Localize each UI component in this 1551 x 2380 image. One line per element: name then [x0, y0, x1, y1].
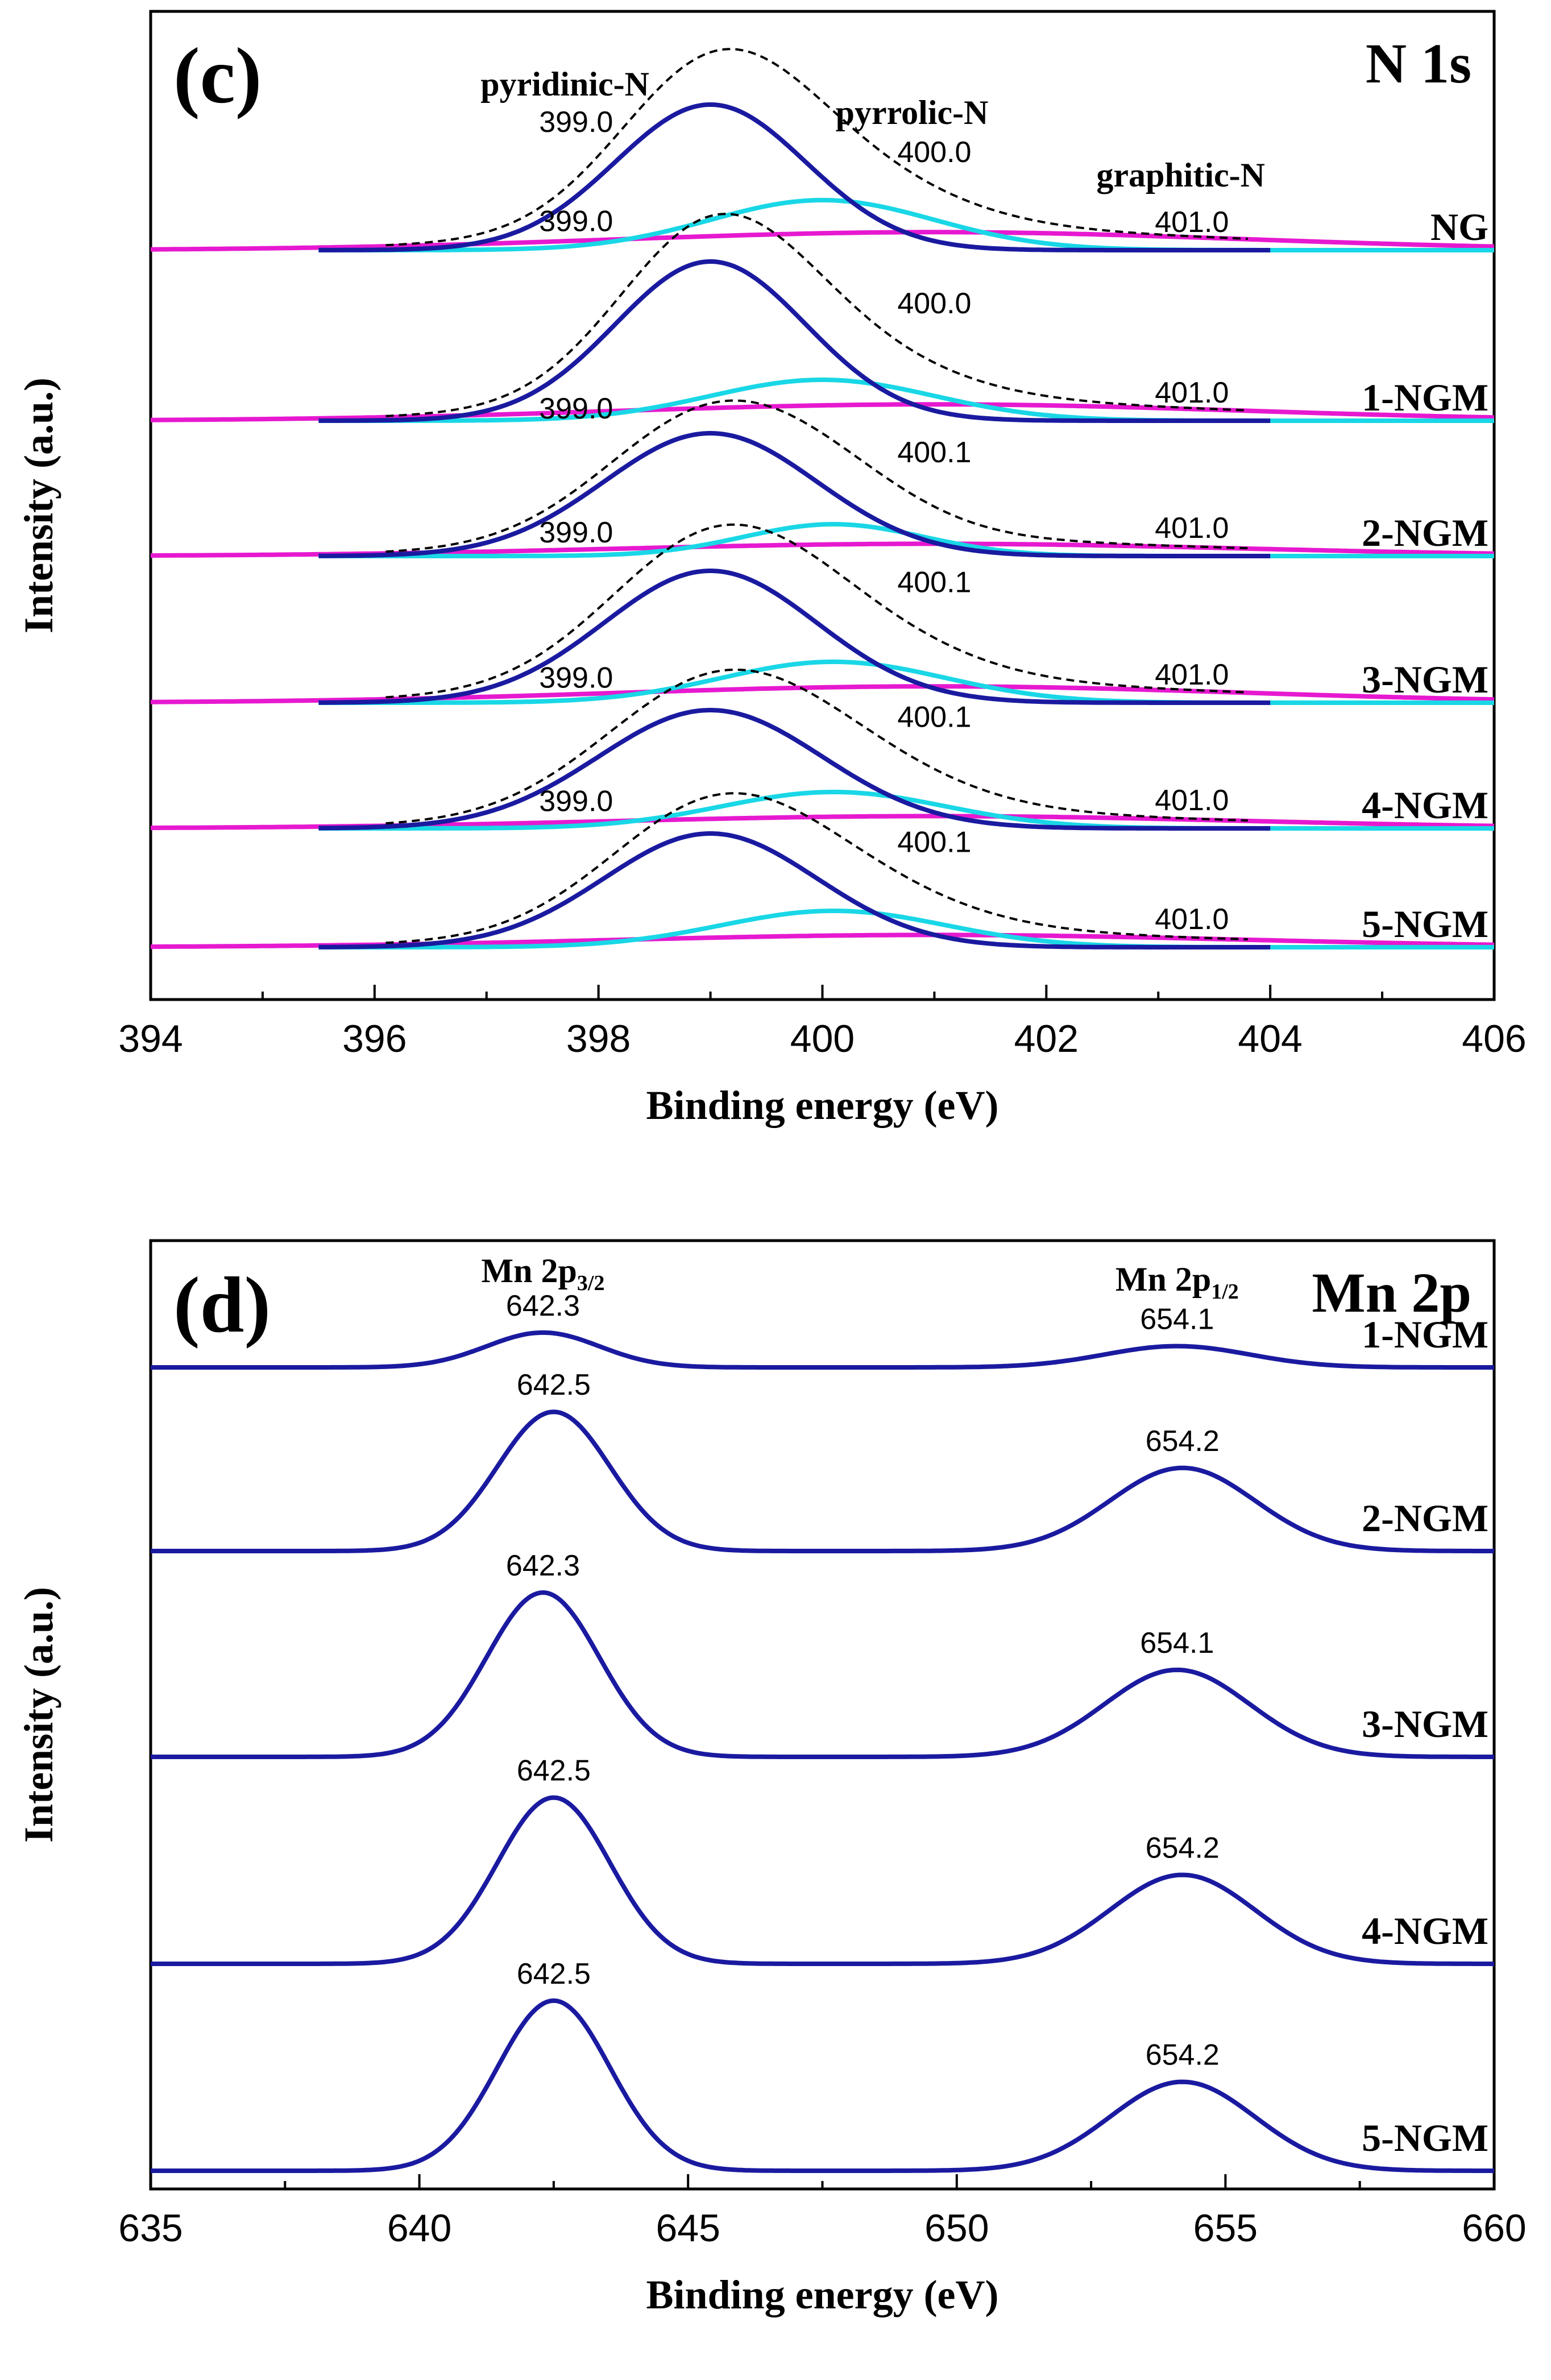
n1s-3-ngm-pyridinic-n-curve: [318, 569, 1271, 705]
n1s-ng-pyrrolic-value: 400.0: [897, 136, 971, 169]
mn2p-sample-label-1-ngm: 1-NGM: [1362, 1313, 1488, 1356]
mn2p-x-tick-label: 645: [656, 2207, 720, 2250]
n1s-x-axis-label: Binding energy (eV): [646, 1083, 999, 1128]
n1s-1-ngm-graphitic-value: 401.0: [1155, 376, 1229, 409]
n1s-sample-label-ng: NG: [1430, 205, 1488, 248]
n1s-3-ngm-graphitic-value: 401.0: [1155, 658, 1229, 691]
n1s-plot-frame: [149, 10, 1496, 1001]
n1s-2-ngm-pyridinic-n-curve: [318, 431, 1271, 558]
n1s-sample-label-2-ngm: 2-NGM: [1362, 511, 1488, 554]
n1s-x-tick-label: 402: [1014, 1017, 1079, 1060]
n1s-5-ngm-pyridinic-value: 399.0: [539, 785, 613, 818]
n1s-x-tick-label: 396: [342, 1017, 407, 1060]
mn2p-y-axis-label: Intensity (a.u.): [16, 1587, 61, 1843]
n1s-ng-graphitic-n-curve: [151, 230, 1495, 252]
mn2p-5-ngm-2p32-value: 642.5: [517, 1958, 591, 1991]
mn2p-5-ngm-spectrum-line: [151, 1998, 1494, 2173]
mn2p-2p32-peak-label: Mn 2p3/2: [482, 1252, 605, 1295]
mn2p-3-ngm-2p32-value: 642.3: [506, 1549, 580, 1582]
n1s-sample-label-4-ngm: 4-NGM: [1362, 783, 1488, 827]
n1s-x-tick-label: 406: [1462, 1017, 1526, 1060]
n1s-pyrrolic-n-label: pyrrolic-N: [836, 94, 989, 131]
n1s-5-ngm-envelope-curve: [385, 792, 1248, 944]
n1s-4-ngm-envelope-curve: [385, 668, 1248, 825]
mn2p-plot-frame: [149, 1239, 1496, 2191]
mn2p-sample-label-5-ngm: 5-NGM: [1362, 2116, 1488, 2159]
mn2p-sample-label-3-ngm: 3-NGM: [1362, 1702, 1488, 1745]
n1s-graphitic-n-label: graphitic-N: [1096, 156, 1265, 194]
n1s-sample-label-3-ngm: 3-NGM: [1362, 658, 1488, 701]
n1s-5-ngm-pyrrolic-n-curve: [318, 909, 1494, 949]
n1s-ng-graphitic-value: 401.0: [1155, 206, 1229, 239]
n1s-x-tick-label: 404: [1238, 1017, 1302, 1060]
n1s-2-ngm-pyrrolic-value: 400.1: [897, 436, 971, 469]
mn2p-2-ngm-2p32-value: 642.5: [517, 1369, 591, 1402]
mn2p-x-tick-label: 650: [924, 2207, 989, 2250]
n1s-ng-pyridinic-value: 399.0: [539, 106, 613, 139]
mn2p-3-ngm-2p12-value: 654.1: [1140, 1627, 1214, 1660]
mn2p-panel-title: Mn 2p: [1312, 1261, 1471, 1324]
mn2p-x-tick-label: 660: [1462, 2207, 1526, 2250]
mn2p-2p12-peak-label: Mn 2p1/2: [1115, 1261, 1239, 1304]
n1s-sample-label-5-ngm: 5-NGM: [1362, 902, 1488, 946]
n1s-y-axis-label: Intensity (a.u.): [16, 378, 61, 633]
n1s-x-tick-label: 398: [566, 1017, 631, 1060]
mn2p-sample-label-2-ngm: 2-NGM: [1362, 1496, 1488, 1540]
mn2p-2-ngm-2p12-value: 654.2: [1146, 1425, 1220, 1458]
n1s-panel-title: N 1s: [1366, 32, 1471, 95]
mn2p-4-ngm-2p32-value: 642.5: [517, 1755, 591, 1788]
mn2p-panel-label: (d): [173, 1261, 271, 1349]
mn2p-x-tick-label: 655: [1193, 2207, 1258, 2250]
n1s-pyridinic-n-label: pyridinic-N: [480, 65, 649, 103]
n1s-ng-envelope-curve: [385, 48, 1248, 247]
n1s-1-ngm-envelope-curve: [385, 213, 1248, 417]
n1s-ng-pyridinic-n-curve: [318, 102, 1271, 252]
mn2p-x-axis-label: Binding energy (eV): [646, 2272, 999, 2317]
n1s-1-ngm-pyridinic-value: 399.0: [539, 205, 613, 238]
panel-c-n1s-chart: 394 396 398 400 402 404 406 Binding energy (eV)…: [16, 10, 1527, 1128]
n1s-1-ngm-graphitic-n-curve: [151, 402, 1495, 422]
n1s-2-ngm-envelope-curve: [385, 399, 1248, 553]
n1s-2-ngm-graphitic-value: 401.0: [1155, 512, 1229, 545]
mn2p-4-ngm-2p12-value: 654.2: [1146, 1832, 1220, 1865]
n1s-x-tick-label: 394: [118, 1017, 183, 1060]
n1s-4-ngm-pyrrolic-n-curve: [318, 790, 1494, 831]
mn2p-x-tick-label: 640: [387, 2207, 451, 2250]
n1s-4-ngm-graphitic-value: 401.0: [1155, 784, 1229, 817]
mn2p-x-tick-label: 635: [118, 2207, 183, 2250]
n1s-x-tick-label: 400: [790, 1017, 855, 1060]
n1s-4-ngm-pyrrolic-value: 400.1: [897, 701, 971, 734]
mn2p-sample-label-4-ngm: 4-NGM: [1362, 1909, 1488, 1952]
n1s-4-ngm-pyridinic-n-curve: [318, 708, 1271, 831]
n1s-panel-label: (c): [173, 32, 262, 120]
n1s-5-ngm-graphitic-value: 401.0: [1155, 903, 1229, 936]
n1s-3-ngm-pyrrolic-value: 400.1: [897, 566, 971, 599]
n1s-ng-pyrrolic-n-curve: [318, 198, 1494, 252]
n1s-2-ngm-pyridinic-value: 399.0: [539, 392, 613, 425]
n1s-5-ngm-pyridinic-n-curve: [318, 831, 1271, 949]
n1s-1-ngm-pyrrolic-value: 400.0: [897, 287, 971, 320]
n1s-5-ngm-pyrrolic-value: 400.1: [897, 826, 971, 859]
n1s-3-ngm-pyridinic-value: 399.0: [539, 516, 613, 549]
mn2p-3-ngm-spectrum-line: [151, 1590, 1494, 1759]
panel-d-mn2p-chart: 635 640 645 650 655 660 Binding energy (eV) Int…: [16, 1239, 1527, 2317]
n1s-3-ngm-graphitic-n-curve: [151, 684, 1495, 704]
mn2p-5-ngm-2p12-value: 654.2: [1146, 2039, 1220, 2072]
mn2p-1-ngm-2p32-value: 642.3: [506, 1289, 580, 1322]
n1s-3-ngm-envelope-curve: [385, 523, 1248, 699]
n1s-1-ngm-pyridinic-n-curve: [318, 259, 1271, 423]
mn2p-4-ngm-spectrum-line: [151, 1795, 1494, 1966]
n1s-4-ngm-pyridinic-value: 399.0: [539, 662, 613, 695]
n1s-3-ngm-pyrrolic-n-curve: [318, 660, 1494, 705]
mn2p-2-ngm-spectrum-line: [151, 1409, 1494, 1553]
mn2p-1-ngm-2p12-value: 654.1: [1140, 1303, 1214, 1336]
mn2p-1-ngm-spectrum-line: [151, 1330, 1494, 1370]
n1s-sample-label-1-ngm: 1-NGM: [1362, 376, 1488, 419]
n1s-1-ngm-pyrrolic-n-curve: [318, 378, 1494, 423]
